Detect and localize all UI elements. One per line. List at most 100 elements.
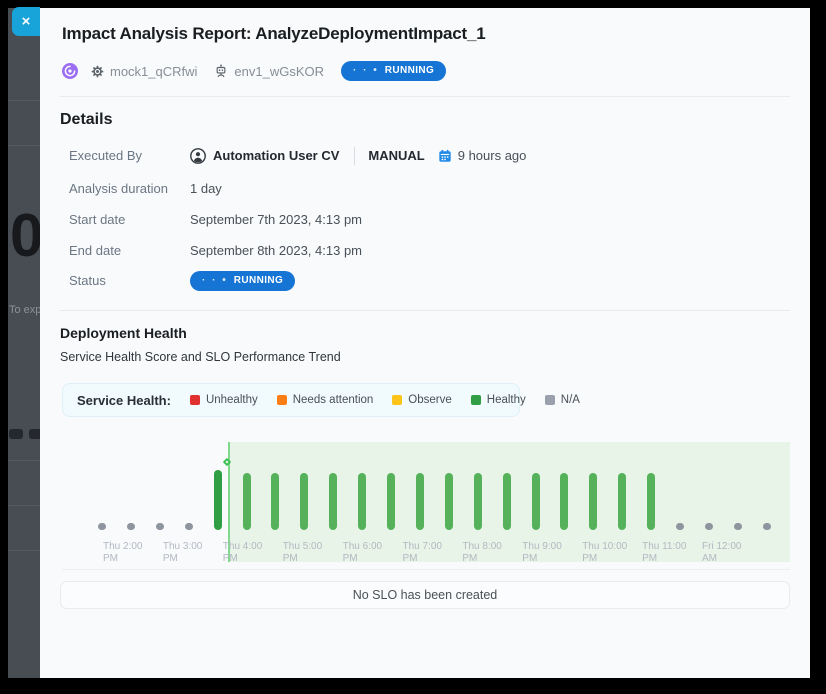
detail-label: End date bbox=[69, 243, 122, 258]
x-axis-label: Thu 4:00 PM bbox=[222, 541, 263, 564]
backdrop-divider bbox=[8, 145, 40, 146]
legend-item: Healthy bbox=[470, 394, 526, 406]
legend-swatch-icon bbox=[276, 395, 287, 405]
detail-row: Analysis duration 1 day bbox=[69, 178, 222, 199]
executed-by-user: Automation User CV bbox=[213, 148, 340, 163]
health-bar[interactable] bbox=[242, 473, 251, 530]
x-axis-label: Thu 7:00 PM bbox=[402, 541, 442, 564]
details-heading: Details bbox=[60, 111, 113, 128]
legend-swatch-icon bbox=[544, 395, 555, 405]
executed-time: 9 hours ago bbox=[457, 148, 527, 163]
close-icon: × bbox=[21, 13, 31, 30]
detail-label: Executed By bbox=[69, 148, 142, 163]
legend-item: Needs attention bbox=[276, 394, 374, 406]
no-slo-message: No SLO has been created bbox=[60, 581, 790, 609]
health-bar[interactable] bbox=[560, 473, 569, 530]
service-health-legend: Service Health: Unhealthy Needs attention… bbox=[62, 383, 580, 417]
deployment-health-chart: Thu 2:00 PM Thu 3:00 PM Thu 4:00 PM Thu 5:0… bbox=[62, 433, 790, 570]
detail-label: Analysis duration bbox=[69, 181, 168, 196]
header-divider bbox=[60, 96, 790, 97]
backdrop-divider bbox=[8, 550, 40, 551]
health-bar[interactable] bbox=[647, 473, 656, 530]
legend-label: Needs attention bbox=[292, 394, 374, 406]
health-bar[interactable] bbox=[213, 470, 222, 530]
status-badge-label: RUNNING bbox=[384, 65, 435, 76]
legend-item: Unhealthy bbox=[189, 394, 258, 406]
legend-items: Unhealthy Needs attention Observe Healthy N/… bbox=[189, 394, 580, 406]
detail-label: Start date bbox=[69, 212, 126, 227]
status-badge: · · • RUNNING bbox=[190, 270, 296, 291]
health-bar[interactable] bbox=[358, 473, 367, 530]
legend-label: N/A bbox=[560, 394, 580, 406]
detail-value: September 8th 2023, 4:13 pm bbox=[190, 243, 363, 258]
environment-name-label: env1_wGsKOR bbox=[234, 63, 325, 79]
health-bar[interactable] bbox=[300, 473, 309, 530]
detail-value: Automation User CV MANUAL 9 hours ago bbox=[190, 146, 527, 165]
vertical-divider bbox=[354, 146, 356, 165]
health-bar[interactable] bbox=[676, 523, 684, 530]
legend-item: N/A bbox=[544, 394, 580, 406]
x-axis-label: Thu 6:00 PM bbox=[342, 541, 383, 564]
detail-value: · · • RUNNING bbox=[190, 270, 296, 291]
x-axis-label: Thu 5:00 PM bbox=[282, 541, 323, 564]
impact-analysis-modal: Impact Analysis Report: AnalyzeDeploymen… bbox=[40, 8, 810, 678]
status-badge-label: RUNNING bbox=[233, 274, 284, 286]
backdrop-pill bbox=[29, 429, 40, 439]
health-bar[interactable] bbox=[98, 523, 106, 530]
modal-title: Impact Analysis Report: AnalyzeDeploymen… bbox=[62, 24, 486, 43]
health-bar[interactable] bbox=[762, 523, 771, 530]
health-bar[interactable] bbox=[704, 523, 713, 530]
health-bar[interactable] bbox=[444, 473, 453, 530]
health-bar[interactable] bbox=[126, 523, 135, 530]
health-bar[interactable] bbox=[329, 473, 338, 530]
deployment-health-subtitle: Service Health Score and SLO Performance… bbox=[60, 350, 341, 364]
legend-swatch-icon bbox=[189, 395, 200, 405]
meta-row: mock1_qCRfwi env1_wGsKOR · · • RUNNING bbox=[62, 60, 447, 82]
detail-row: End date September 8th 2023, 4:13 pm bbox=[69, 240, 362, 261]
detail-row: Start date September 7th 2023, 4:13 pm bbox=[69, 209, 362, 230]
health-bar[interactable] bbox=[589, 473, 598, 530]
user-icon bbox=[190, 147, 206, 164]
legend-label: Healthy bbox=[486, 394, 526, 406]
gear-icon bbox=[91, 65, 104, 78]
x-axis-label: Thu 3:00 PM bbox=[162, 541, 203, 564]
trigger-type: MANUAL bbox=[368, 148, 425, 163]
backdrop-pill bbox=[9, 429, 23, 439]
detail-value: September 7th 2023, 4:13 pm bbox=[190, 212, 363, 227]
legend-item: Observe bbox=[392, 394, 452, 406]
health-bar[interactable] bbox=[733, 523, 742, 530]
x-axis-label: Thu 2:00 PM bbox=[103, 541, 143, 564]
legend-swatch-icon bbox=[470, 395, 481, 405]
health-bar[interactable] bbox=[271, 473, 280, 530]
automation-name[interactable]: mock1_qCRfwi bbox=[91, 64, 197, 79]
x-axis-label: Fri 12:00 AM bbox=[702, 541, 742, 564]
detail-row-status: Status · · • RUNNING bbox=[69, 270, 296, 291]
section-divider bbox=[60, 310, 790, 311]
health-bar[interactable] bbox=[531, 473, 540, 530]
health-bar[interactable] bbox=[155, 523, 164, 530]
legend-label: Observe bbox=[408, 394, 452, 406]
health-bar[interactable] bbox=[184, 523, 193, 530]
status-badge: · · • RUNNING bbox=[341, 61, 447, 81]
running-dots-icon: · · • bbox=[353, 65, 379, 76]
running-dots-icon: · · • bbox=[202, 274, 228, 286]
workflow-avatar-icon bbox=[62, 63, 78, 79]
x-axis-label: Thu 9:00 PM bbox=[522, 541, 562, 564]
calendar-icon bbox=[438, 149, 452, 163]
health-bar[interactable] bbox=[618, 473, 627, 530]
health-bar[interactable] bbox=[473, 473, 482, 530]
legend-label: Unhealthy bbox=[205, 394, 258, 406]
health-bar[interactable] bbox=[415, 473, 424, 530]
legend-swatch-icon bbox=[392, 395, 403, 405]
x-axis-label: Thu 11:00 PM bbox=[642, 541, 687, 564]
detail-label: Status bbox=[69, 273, 106, 288]
environment-name[interactable]: env1_wGsKOR bbox=[214, 64, 324, 79]
detail-value: 1 day bbox=[190, 181, 222, 196]
health-bar[interactable] bbox=[502, 473, 511, 530]
deployment-marker-line bbox=[228, 442, 230, 562]
detail-row-executed-by: Executed By Automation User CV MANUAL 9 … bbox=[69, 145, 526, 166]
environment-icon bbox=[214, 64, 228, 78]
health-bar[interactable] bbox=[387, 473, 395, 530]
close-button[interactable]: × bbox=[12, 7, 40, 36]
